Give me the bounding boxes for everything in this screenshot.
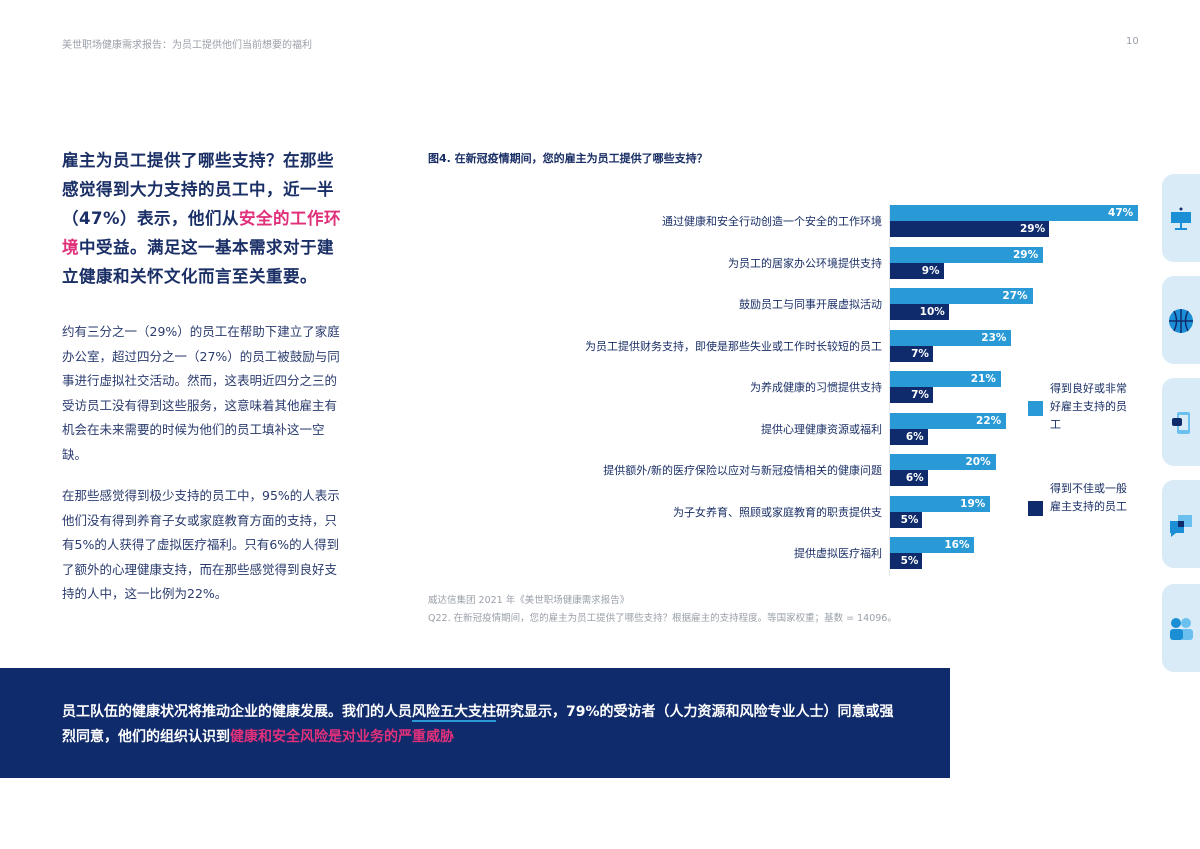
bar-good-support: 22% <box>890 412 1007 429</box>
chart-row: 为员工提供财务支持，即使是那些失业或工作时长较短的员工 23% 7% <box>420 329 1160 363</box>
lead-highlight: 安全的工作环境 <box>62 209 341 257</box>
bar-poor-support: 6% <box>890 428 928 445</box>
legend-swatch-poor <box>1028 501 1043 516</box>
callout-link[interactable]: 风险五大支柱 <box>412 704 496 722</box>
bar-good-support: 19% <box>890 495 991 512</box>
category-label: 提供虚拟医疗福利 <box>794 547 882 560</box>
bar-poor-support: 7% <box>890 387 933 403</box>
bar-good-support: 27% <box>890 288 1033 304</box>
callout-part-1: 员工队伍的健康状况将推动企业的健康发展。我们的人员 <box>62 704 412 720</box>
page-number: 10 <box>1126 36 1139 47</box>
category-label: 为养成健康的习惯提供支持 <box>750 381 882 394</box>
basketball-icon <box>1169 309 1193 333</box>
speech-bubbles-icon <box>1170 515 1192 537</box>
bar-good-support: 29% <box>890 246 1044 263</box>
people-icon <box>1170 618 1193 640</box>
bar-good-support: 21% <box>890 371 1001 387</box>
category-label: 通过健康和安全行动创造一个安全的工作环境 <box>662 215 882 228</box>
bar-poor-support: 10% <box>890 304 949 320</box>
side-tab-mobile-chat[interactable] <box>1162 378 1200 466</box>
chart-row: 提供心理健康资源或福利 22% 6% <box>420 412 1160 446</box>
lead-text: 雇主为员工提供了哪些支持？在那些感觉得到大力支持的员工中，近一半（47%）表示，… <box>62 151 334 228</box>
body-paragraph-2: 在那些感觉得到极少支持的员工中，95%的人表示他们没有得到养育子女或家庭教育方面… <box>62 488 340 601</box>
source-line-1: 威达信集团 2021 年《美世职场健康需求报告》 <box>428 595 630 606</box>
source-line-2: Q22. 在新冠疫情期间，您的雇主为员工提供了哪些支持？根据雇主的支持程度。等国… <box>428 613 897 624</box>
legend-label-poor: 得到不佳或一般雇主支持的员工 <box>1050 482 1127 513</box>
bar-good-support: 47% <box>890 205 1139 221</box>
side-tab-speech-bubbles[interactable] <box>1162 480 1200 568</box>
chart-axis-line <box>889 204 890 576</box>
body-paragraph-1: 约有三分之一（29%）的员工在帮助下建立了家庭办公室，超过四分之一（27%）的员… <box>62 324 340 462</box>
category-label: 为员工的居家办公环境提供支持 <box>728 256 882 270</box>
bar-poor-support: 6% <box>890 470 928 486</box>
figure-title: 图4. 在新冠疫情期间，您的雇主为员工提供了哪些支持？ <box>428 152 708 165</box>
category-label: 鼓励员工与同事开展虚拟活动 <box>739 298 882 311</box>
callout-highlight: 健康和安全风险是对业务的严重威胁 <box>230 729 454 745</box>
bar-good-support: 23% <box>890 329 1012 346</box>
lead-paragraph: 雇主为员工提供了哪些支持？在那些感觉得到大力支持的员工中，近一半（47%）表示，… <box>62 146 342 291</box>
chart-row: 为养成健康的习惯提供支持 21% 7% <box>420 370 1160 404</box>
callout-banner: 员工队伍的健康状况将推动企业的健康发展。我们的人员风险五大支柱研究显示，79%的… <box>0 668 950 778</box>
category-label: 为子女养育、照顾或家庭教育的职责提供支 <box>673 505 882 519</box>
category-label: 提供心理健康资源或福利 <box>761 422 882 436</box>
bar-poor-support: 7% <box>890 345 933 362</box>
figure-source: 威达信集团 2021 年《美世职场健康需求报告》 Q22. 在新冠疫情期间，您的… <box>428 592 897 628</box>
side-tab-basketball[interactable] <box>1162 276 1200 364</box>
bar-good-support: 20% <box>890 454 996 470</box>
chart-row: 为子女养育、照顾或家庭教育的职责提供支 19% 5% <box>420 495 1160 529</box>
side-tab-people[interactable] <box>1162 584 1200 672</box>
chart-row: 通过健康和安全行动创造一个安全的工作环境 47% 29% <box>420 204 1160 238</box>
callout-text: 员工队伍的健康状况将推动企业的健康发展。我们的人员风险五大支柱研究显示，79%的… <box>62 700 902 750</box>
legend-label-good: 得到良好或非常好雇主支持的员工 <box>1050 382 1127 431</box>
running-header: 美世职场健康需求报告：为员工提供他们当前想要的福利 <box>62 40 312 51</box>
category-label: 提供额外/新的医疗保险以应对与新冠疫情相关的健康问题 <box>603 464 882 477</box>
mobile-chat-icon <box>1172 412 1190 434</box>
side-tab-presentation[interactable] <box>1162 174 1200 262</box>
bar-chart: 通过健康和安全行动创造一个安全的工作环境 47% 29% 为员工的居家办公环境提供支持… <box>420 204 1160 576</box>
legend-swatch-good <box>1028 401 1043 416</box>
bar-poor-support: 9% <box>890 262 944 279</box>
chart-row: 提供额外/新的医疗保险以应对与新冠疫情相关的健康问题 20% 6% <box>420 453 1160 487</box>
chart-row: 为员工的居家办公环境提供支持 29% 9% <box>420 246 1160 280</box>
bar-poor-support: 29% <box>890 221 1050 237</box>
callout-part-2: 研究显示，79%的受访者（人力资源和风险专业人士）同意或强烈同意，他们的组织认识… <box>62 704 894 745</box>
bar-poor-support: 5% <box>890 553 923 569</box>
bar-good-support: 16% <box>890 537 975 553</box>
bar-poor-support: 5% <box>890 511 923 528</box>
presentation-board-icon <box>1171 207 1191 230</box>
category-label: 为员工提供财务支持，即使是那些失业或工作时长较短的员工 <box>585 339 882 353</box>
lead-text-end: 中受益。满足这一基本需求对于建立健康和关怀文化而言至关重要。 <box>62 238 334 286</box>
chart-row: 提供虚拟医疗福利 16% 5% <box>420 536 1160 570</box>
chart-row: 鼓励员工与同事开展虚拟活动 27% 10% <box>420 287 1160 321</box>
